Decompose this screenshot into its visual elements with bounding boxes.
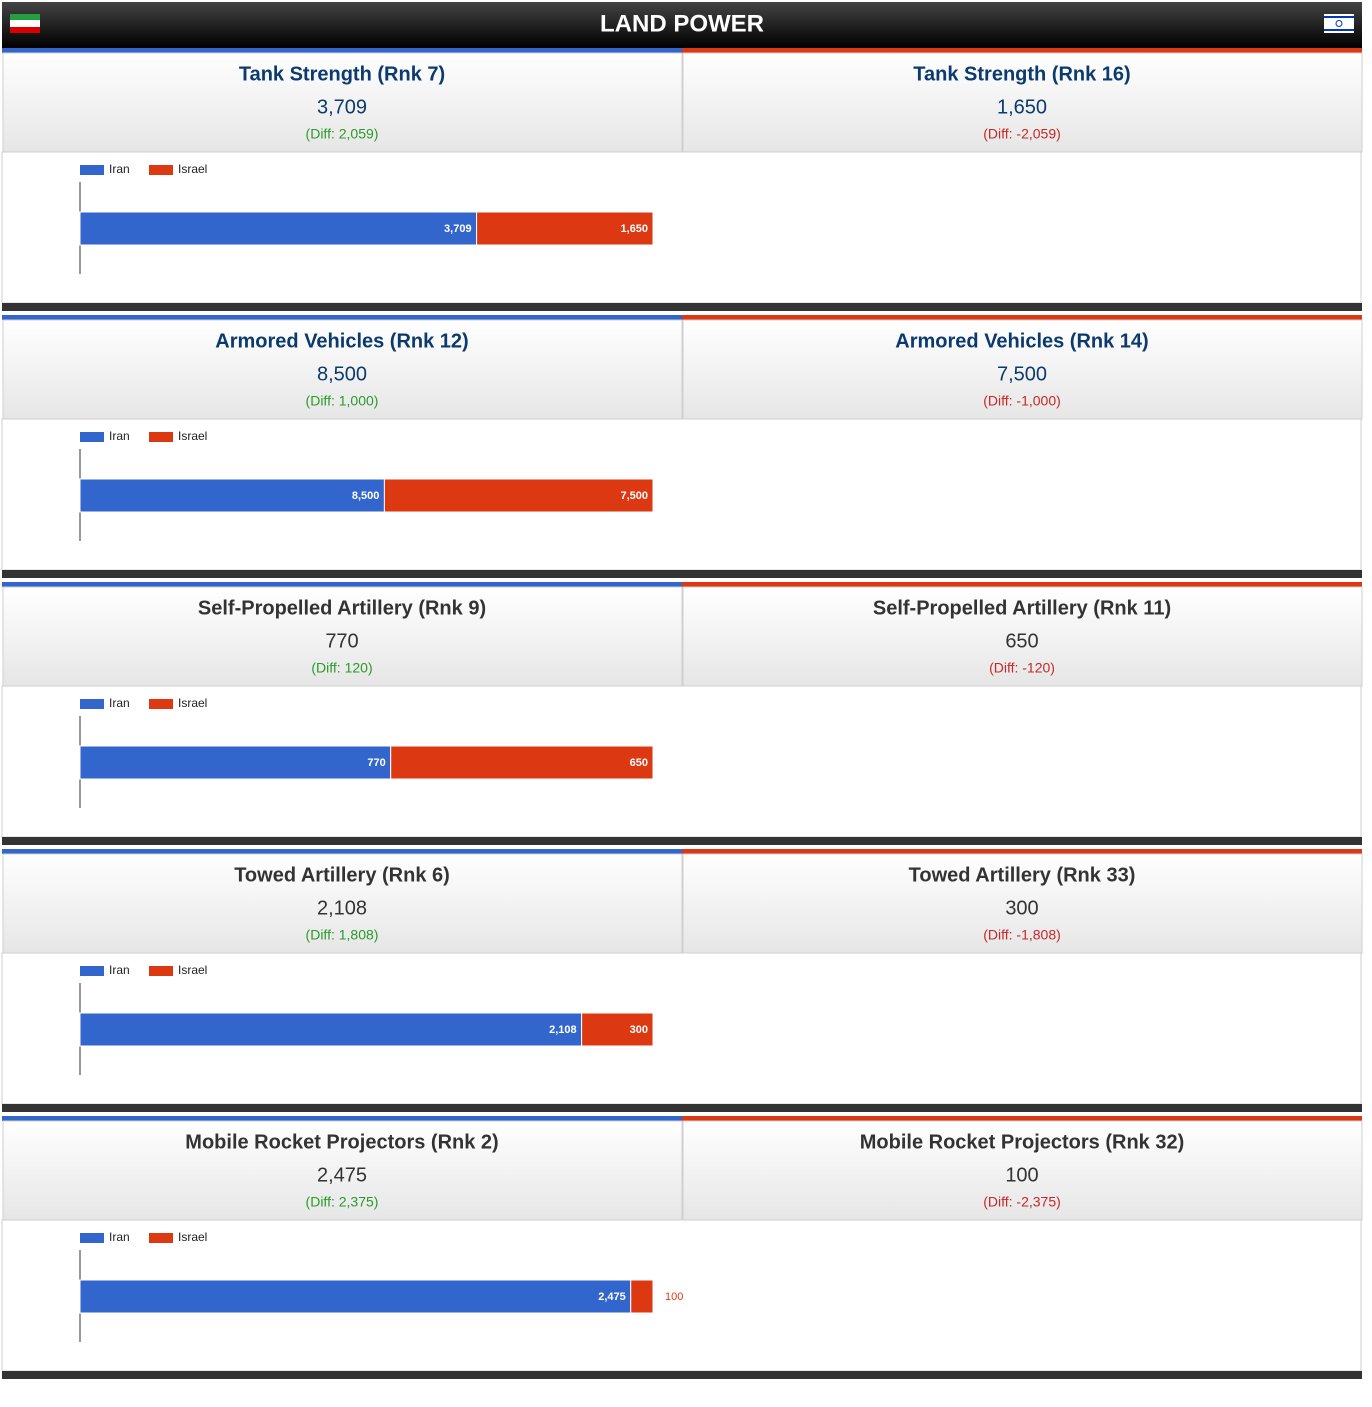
bar-segment bbox=[79, 1012, 583, 1047]
stat-title: Mobile Rocket Projectors (Rnk 2) bbox=[185, 1131, 498, 1153]
legend-label: Israel bbox=[178, 963, 207, 977]
legend-swatch bbox=[80, 966, 104, 976]
bar-label: 300 bbox=[630, 1024, 648, 1036]
stat-diff: (Diff: -2,059) bbox=[983, 126, 1061, 142]
legend-label: Iran bbox=[109, 963, 130, 977]
legend-label: Israel bbox=[178, 429, 207, 443]
legend-swatch bbox=[149, 1233, 173, 1243]
israel-flag bbox=[1324, 14, 1354, 33]
accent-stripe bbox=[2, 582, 682, 587]
stat-diff: (Diff: 2,059) bbox=[306, 126, 379, 142]
legend-swatch bbox=[149, 966, 173, 976]
stat-title: Towed Artillery (Rnk 33) bbox=[909, 864, 1136, 886]
accent-stripe bbox=[682, 1116, 1362, 1121]
stat-diff: (Diff: -120) bbox=[989, 660, 1055, 676]
stat-value: 7,500 bbox=[997, 363, 1047, 385]
bar-label: 100 bbox=[665, 1291, 683, 1303]
legend-swatch bbox=[80, 699, 104, 709]
accent-stripe bbox=[2, 849, 682, 854]
bar-segment bbox=[383, 478, 654, 513]
legend-label: Israel bbox=[178, 696, 207, 710]
stat-box bbox=[682, 52, 1363, 153]
stat-value: 770 bbox=[325, 630, 358, 652]
stat-value: 300 bbox=[1005, 897, 1038, 919]
stat-diff: (Diff: 1,000) bbox=[306, 393, 379, 409]
stat-title: Towed Artillery (Rnk 6) bbox=[234, 864, 450, 886]
legend-label: Iran bbox=[109, 696, 130, 710]
stat-value: 2,475 bbox=[317, 1164, 367, 1186]
stat-title: Tank Strength (Rnk 16) bbox=[913, 63, 1130, 85]
stat-diff: (Diff: 1,808) bbox=[306, 927, 379, 943]
stat-value: 1,650 bbox=[997, 96, 1047, 118]
bar-segment bbox=[79, 478, 385, 513]
stat-diff: (Diff: -1,000) bbox=[983, 393, 1061, 409]
legend-swatch bbox=[149, 432, 173, 442]
bar-label: 2,108 bbox=[549, 1024, 577, 1036]
stat-value: 8,500 bbox=[317, 363, 367, 385]
legend-swatch bbox=[80, 1233, 104, 1243]
stat-value: 650 bbox=[1005, 630, 1038, 652]
bar-segment bbox=[79, 211, 478, 246]
divider bbox=[2, 570, 1362, 578]
stat-diff: (Diff: -1,808) bbox=[983, 927, 1061, 943]
legend-swatch bbox=[149, 165, 173, 175]
accent-stripe bbox=[682, 849, 1362, 854]
stat-box bbox=[682, 853, 1363, 954]
legend-label: Iran bbox=[109, 1230, 130, 1244]
accent-stripe bbox=[2, 48, 682, 53]
bar-segment bbox=[476, 211, 654, 246]
divider bbox=[2, 1104, 1362, 1112]
stat-title: Armored Vehicles (Rnk 12) bbox=[215, 330, 468, 352]
legend-swatch bbox=[149, 699, 173, 709]
stat-value: 3,709 bbox=[317, 96, 367, 118]
stat-title: Mobile Rocket Projectors (Rnk 32) bbox=[860, 1131, 1185, 1153]
stat-title: Self-Propelled Artillery (Rnk 11) bbox=[873, 597, 1171, 619]
accent-stripe bbox=[682, 315, 1362, 320]
header-bar bbox=[2, 2, 1362, 48]
legend-label: Iran bbox=[109, 429, 130, 443]
accent-stripe bbox=[682, 582, 1362, 587]
iran-flag bbox=[10, 14, 40, 33]
stat-box bbox=[2, 1120, 683, 1221]
bar-label: 1,650 bbox=[620, 223, 648, 235]
stat-diff: (Diff: 2,375) bbox=[306, 1194, 379, 1210]
stat-box bbox=[2, 52, 683, 153]
divider bbox=[2, 303, 1362, 311]
stat-title: Tank Strength (Rnk 7) bbox=[239, 63, 445, 85]
legend-label: Israel bbox=[178, 162, 207, 176]
legend-swatch bbox=[80, 432, 104, 442]
bar-segment bbox=[79, 745, 392, 780]
bar-segment bbox=[390, 745, 654, 780]
bar-label: 7,500 bbox=[620, 490, 648, 502]
stat-title: Armored Vehicles (Rnk 14) bbox=[895, 330, 1148, 352]
legend-label: Iran bbox=[109, 162, 130, 176]
bar-label: 8,500 bbox=[352, 490, 380, 502]
bar-label: 2,475 bbox=[598, 1291, 626, 1303]
bar-segment bbox=[79, 1279, 632, 1314]
stat-box bbox=[2, 319, 683, 420]
stat-value: 100 bbox=[1005, 1164, 1038, 1186]
stat-diff: (Diff: 120) bbox=[311, 660, 372, 676]
stat-diff: (Diff: -2,375) bbox=[983, 1194, 1061, 1210]
legend-swatch bbox=[80, 165, 104, 175]
accent-stripe bbox=[2, 1116, 682, 1121]
divider bbox=[2, 837, 1362, 845]
bar-label: 3,709 bbox=[444, 223, 472, 235]
bar-label: 770 bbox=[367, 757, 385, 769]
stat-value: 2,108 bbox=[317, 897, 367, 919]
stat-box bbox=[682, 1120, 1363, 1221]
bar-segment bbox=[630, 1279, 654, 1314]
legend-label: Israel bbox=[178, 1230, 207, 1244]
divider bbox=[2, 1371, 1362, 1379]
page-title: LAND POWER bbox=[600, 10, 764, 37]
stat-box bbox=[682, 319, 1363, 420]
bar-segment bbox=[581, 1012, 654, 1047]
bar-label: 650 bbox=[630, 757, 648, 769]
stat-box bbox=[2, 853, 683, 954]
stat-title: Self-Propelled Artillery (Rnk 9) bbox=[198, 597, 486, 619]
stat-box bbox=[2, 586, 683, 687]
accent-stripe bbox=[682, 48, 1362, 53]
accent-stripe bbox=[2, 315, 682, 320]
